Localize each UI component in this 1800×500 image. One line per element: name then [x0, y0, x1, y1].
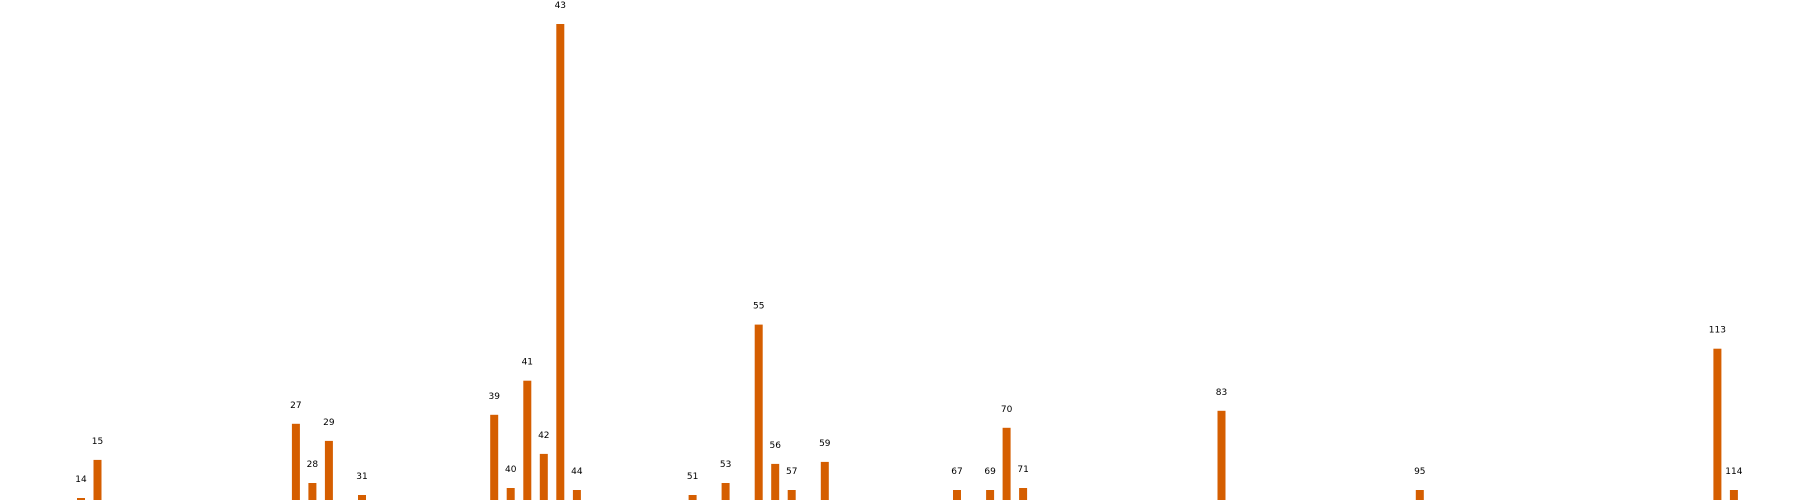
- bar-40: [506, 488, 515, 500]
- bar-53: [721, 483, 730, 500]
- bar-29: [324, 440, 333, 500]
- bar-label-114: 114: [1725, 467, 1742, 477]
- bar-label-95: 95: [1414, 467, 1425, 477]
- bar-label-28: 28: [307, 460, 319, 470]
- bar-label-29: 29: [323, 418, 335, 428]
- bar-44: [572, 490, 581, 500]
- bar-83: [1217, 410, 1226, 500]
- bar-95: [1415, 490, 1424, 500]
- bar-55: [754, 324, 763, 500]
- bar-41: [523, 380, 532, 500]
- bar-label-83: 83: [1216, 388, 1227, 398]
- bar-56: [771, 463, 780, 500]
- bar-71: [1019, 488, 1028, 500]
- bar-label-67: 67: [951, 467, 962, 477]
- bar-14: [77, 498, 85, 500]
- bar-label-113: 113: [1709, 326, 1726, 336]
- bar-labels-group: 14 15 27 28 29 31 39 40 41 42 43 44 51 53 55 56 57 59 67 69…: [75, 1, 1742, 485]
- bar-43: [556, 24, 565, 500]
- bar-label-53: 53: [720, 460, 731, 470]
- bar-label-70: 70: [1001, 405, 1013, 415]
- bar-label-14: 14: [75, 475, 87, 485]
- bar-59: [820, 461, 829, 500]
- bar-15: [93, 459, 102, 500]
- bar-28: [308, 483, 317, 500]
- bar-42: [539, 453, 548, 500]
- bar-57: [787, 490, 796, 500]
- bar-label-59: 59: [819, 439, 831, 449]
- bar-label-55: 55: [753, 302, 764, 312]
- bar-label-44: 44: [571, 467, 583, 477]
- bar-label-56: 56: [769, 441, 781, 451]
- bar-67: [953, 490, 961, 500]
- bar-39: [490, 414, 499, 500]
- bars-group: [77, 24, 1738, 500]
- bar-label-57: 57: [786, 467, 797, 477]
- bar-27: [291, 423, 300, 500]
- bar-51: [688, 495, 697, 500]
- bar-label-71: 71: [1017, 465, 1028, 475]
- bar-31: [358, 495, 366, 500]
- bar-69: [986, 490, 995, 500]
- bar-113: [1713, 348, 1722, 500]
- bar-label-41: 41: [522, 358, 533, 368]
- bar-label-42: 42: [538, 431, 549, 441]
- bar-label-39: 39: [488, 392, 500, 402]
- bar-114: [1729, 490, 1738, 500]
- bar-label-15: 15: [92, 437, 103, 447]
- bar-label-51: 51: [687, 472, 698, 482]
- bar-70: [1002, 427, 1011, 500]
- bar-label-27: 27: [290, 401, 301, 411]
- bar-label-43: 43: [555, 1, 566, 11]
- bar-label-40: 40: [505, 465, 517, 475]
- bar-label-31: 31: [356, 472, 367, 482]
- bar-label-69: 69: [984, 467, 996, 477]
